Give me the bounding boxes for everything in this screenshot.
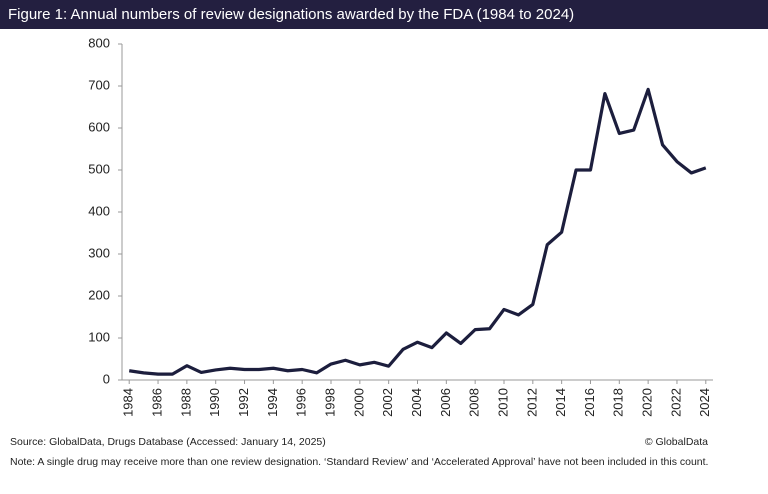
x-tick-label: 1998 xyxy=(322,388,337,417)
x-tick-label: 2000 xyxy=(351,388,366,417)
x-tick-label: 2024 xyxy=(697,388,712,417)
y-tick-label: 600 xyxy=(88,119,110,134)
x-tick-label: 2010 xyxy=(495,388,510,417)
x-tick-label: 1988 xyxy=(178,388,193,417)
y-tick-label: 400 xyxy=(88,203,110,218)
y-tick-label: 300 xyxy=(88,245,110,260)
x-tick-label: 2022 xyxy=(668,388,683,417)
x-tick-label: 2018 xyxy=(611,388,626,417)
source: Source: GlobalData, Drugs Database (Acce… xyxy=(10,436,326,448)
title-bar xyxy=(0,0,768,29)
x-tick-label: 2016 xyxy=(582,388,597,417)
data-line xyxy=(128,87,707,376)
x-tick-label: 2004 xyxy=(409,388,424,417)
y-tick-label: 800 xyxy=(88,35,110,50)
x-tick-label: 1984 xyxy=(121,388,136,417)
x-tick-label: 2008 xyxy=(467,388,482,417)
x-tick-label: 1996 xyxy=(294,388,309,417)
y-tick-label: 500 xyxy=(88,161,110,176)
x-tick-label: 1986 xyxy=(149,388,164,417)
x-tick-label: 2012 xyxy=(524,388,539,417)
y-tick-label: 700 xyxy=(88,77,110,92)
x-tick-label: 2020 xyxy=(640,388,655,417)
note: Note: A single drug may receive more tha… xyxy=(10,456,708,468)
x-tick-label: 2014 xyxy=(553,388,568,417)
x-tick-label: 1990 xyxy=(207,388,222,417)
y-tick-label: 200 xyxy=(88,287,110,302)
x-tick-label: 2002 xyxy=(380,388,395,417)
y-tick-label: 100 xyxy=(88,329,110,344)
x-tick-label: 1994 xyxy=(265,388,280,417)
copyright: © GlobalData xyxy=(645,436,708,448)
x-tick-label: 2006 xyxy=(438,388,453,417)
x-tick-label: 1992 xyxy=(236,388,251,417)
y-tick-label: 0 xyxy=(103,371,110,386)
chart-title: Figure 1: Annual numbers of review desig… xyxy=(8,6,574,23)
